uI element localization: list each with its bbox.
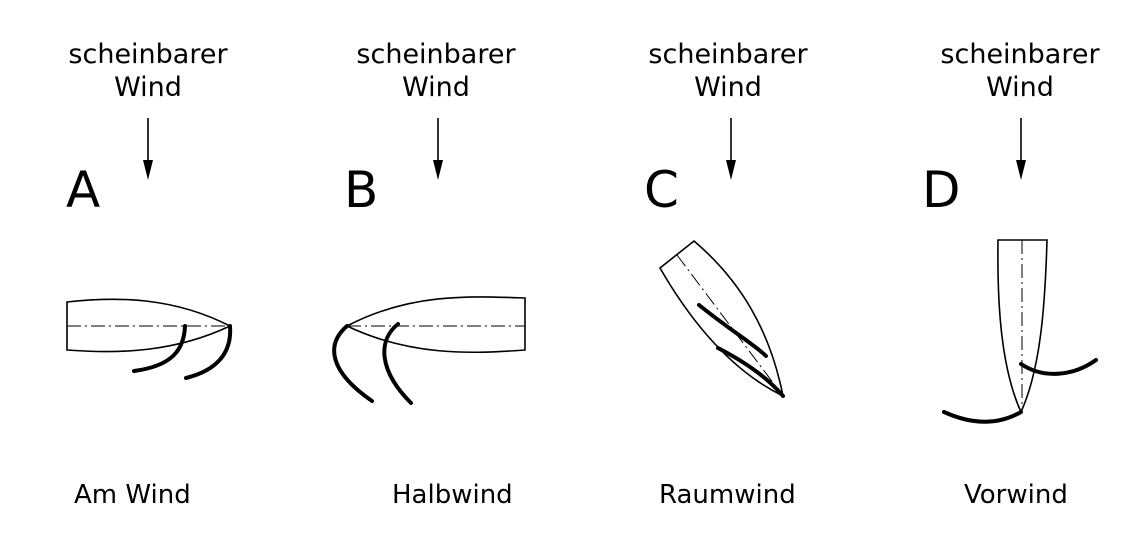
wind-label-b-line1: scheinbarer xyxy=(356,39,516,70)
caption-b: Halbwind xyxy=(392,480,513,510)
main-sail-a xyxy=(184,324,233,380)
jib-sail-a xyxy=(132,324,187,373)
jib-sail-d xyxy=(1019,358,1098,376)
panel-letter-b: B xyxy=(344,161,379,219)
main-sail-c xyxy=(716,346,785,398)
wind-label-c: scheinbarer Wind xyxy=(648,38,808,104)
wind-arrow-d xyxy=(1016,118,1026,180)
panel-a-drawing xyxy=(66,118,233,380)
jib-sail-b xyxy=(382,322,413,405)
caption-c: Raumwind xyxy=(659,480,796,510)
wind-label-c-line2: Wind xyxy=(694,72,762,103)
wind-label-d: scheinbarer Wind xyxy=(940,38,1100,104)
wind-label-d-line2: Wind xyxy=(986,72,1054,103)
wind-label-c-line1: scheinbarer xyxy=(648,39,808,70)
hull-a xyxy=(66,298,232,353)
wind-arrow-a xyxy=(143,118,153,180)
wind-label-a-line2: Wind xyxy=(114,72,182,103)
caption-d: Vorwind xyxy=(964,480,1068,510)
panel-d-drawing xyxy=(942,118,1098,424)
panel-c-drawing xyxy=(658,118,785,398)
wind-label-b: scheinbarer Wind xyxy=(356,38,516,104)
wind-label-d-line1: scheinbarer xyxy=(940,39,1100,70)
main-sail-d xyxy=(942,410,1023,424)
hull-b xyxy=(345,296,526,354)
jib-sail-c xyxy=(697,303,768,358)
panel-letter-a: A xyxy=(66,161,101,219)
wind-arrow-c xyxy=(726,118,736,180)
panel-letter-d: D xyxy=(922,161,961,219)
wind-label-a: scheinbarer Wind xyxy=(68,38,228,104)
wind-label-b-line2: Wind xyxy=(402,72,470,103)
wind-label-a-line1: scheinbarer xyxy=(68,39,228,70)
main-sail-b xyxy=(332,324,374,403)
centerline-c xyxy=(676,254,784,397)
panel-b-drawing xyxy=(332,118,526,405)
panel-letter-c: C xyxy=(644,161,679,219)
caption-a: Am Wind xyxy=(74,480,191,510)
hull-c xyxy=(658,239,785,398)
wind-arrow-b xyxy=(433,118,443,180)
